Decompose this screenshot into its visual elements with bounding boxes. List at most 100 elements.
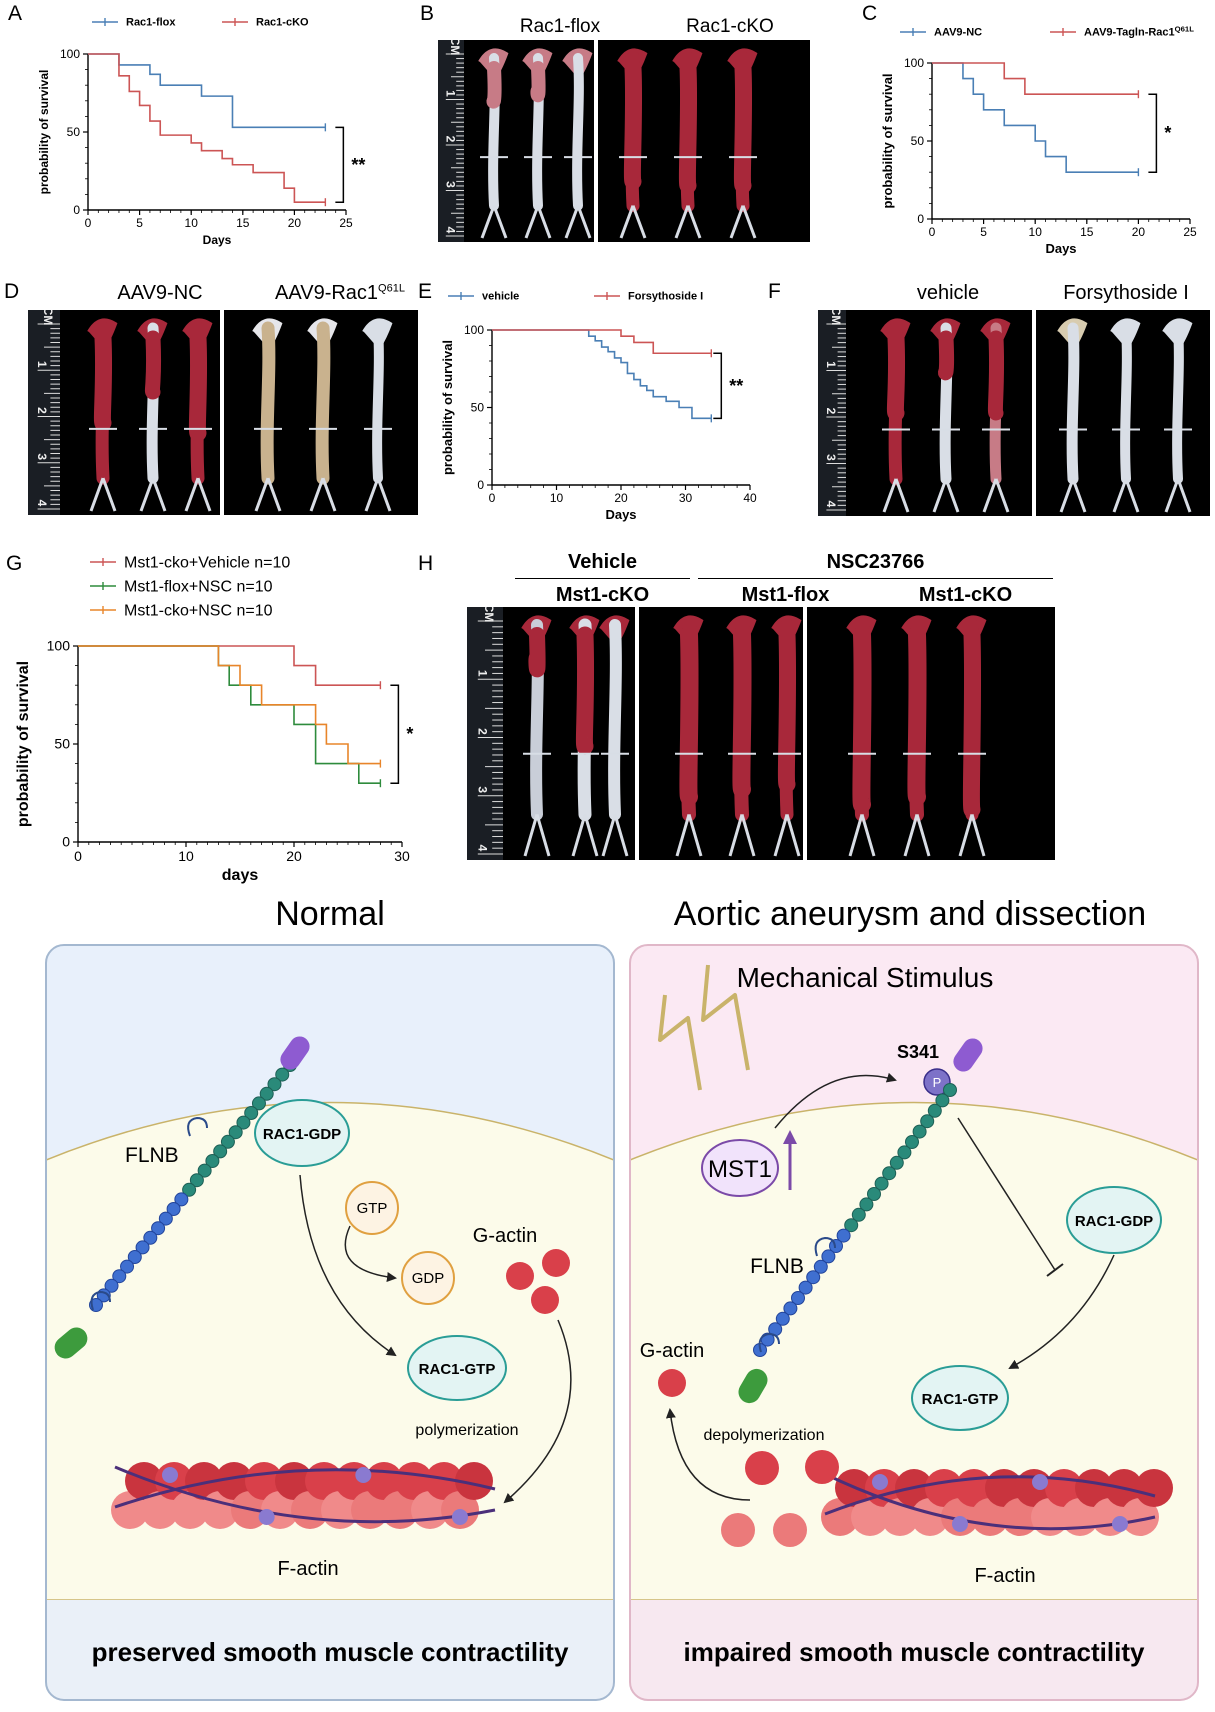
disease-panel-border xyxy=(629,944,1199,1701)
iliac-branches xyxy=(848,814,876,857)
legend-label-3: Mst1-cko+NSC n=10 xyxy=(124,602,273,619)
actin-subunit-dark xyxy=(925,1469,963,1507)
rac1-gdp-bubble-disease xyxy=(1066,1186,1162,1254)
site-label: S341 xyxy=(897,1042,939,1062)
caption-normal: preserved smooth muscle contractility xyxy=(92,1637,569,1667)
f-actin-label-normal: F-actin xyxy=(277,1558,338,1580)
filamin-repeat-teal xyxy=(244,1106,259,1120)
flnb-tail-domain xyxy=(54,1327,88,1359)
polymerization-arrow xyxy=(503,1319,572,1504)
ruler-number: 3 xyxy=(35,453,49,460)
actin-subunit-light xyxy=(851,1498,889,1536)
x-tick-label: 30 xyxy=(679,491,693,505)
released-actin xyxy=(721,1513,755,1547)
significance-bracket xyxy=(335,126,345,203)
flnb-label-disease: FLNB xyxy=(750,1255,804,1278)
actin-subunit-light xyxy=(911,1498,949,1536)
normal-panel-border xyxy=(45,944,615,1701)
iliac-branches xyxy=(184,477,212,512)
ruler-number: 3 xyxy=(824,454,838,461)
troponin-complex xyxy=(355,1467,372,1483)
aorta-lesion xyxy=(962,626,982,818)
actin-subunit-light xyxy=(141,1491,179,1529)
sub-title-h3: Mst1-cKO xyxy=(918,584,1013,606)
filamin-repeat-teal xyxy=(859,1197,874,1212)
x-axis-label: days xyxy=(222,867,259,884)
x-tick-label: 5 xyxy=(136,216,143,230)
y-tick-label: 0 xyxy=(917,212,924,226)
chart-g: 0 10 20 30 0 50 100 days probability of survival… xyxy=(15,554,413,884)
filamin-repeat-teal xyxy=(275,1067,290,1082)
filamin-repeat-blue xyxy=(104,1278,119,1293)
photo-divider xyxy=(635,607,639,860)
ruler-unit: CM xyxy=(448,40,462,55)
inhibition-bar xyxy=(1046,1263,1064,1277)
tropomyosin-strand xyxy=(824,1475,1156,1516)
legend-label-1: vehicle xyxy=(482,291,519,303)
x-tick-label: 15 xyxy=(236,216,250,230)
aorta-lesion xyxy=(575,626,595,755)
filamin-repeat-teal xyxy=(905,1135,919,1149)
aorta-lesion xyxy=(937,330,955,381)
filamin-repeat-blue xyxy=(836,1228,851,1243)
photo-divider xyxy=(594,40,598,242)
panel-letter-b: B xyxy=(420,2,435,25)
troponin-complex xyxy=(872,1474,888,1490)
significance-bracket xyxy=(713,352,723,420)
actin-subunit-dark xyxy=(185,1462,223,1500)
gtp-to-gdp-arrow xyxy=(344,1225,397,1282)
filamin-repeat-teal xyxy=(874,1176,889,1191)
panel-letter-c: C xyxy=(862,2,878,25)
released-actin xyxy=(805,1450,839,1484)
x-tick-label: 20 xyxy=(286,848,302,864)
filamin-repeat-blue xyxy=(174,1192,189,1207)
chart-c: 0 5 10 15 20 25 0 50 100 Days probability of survi… xyxy=(880,24,1197,256)
flnb-head-domain-disease xyxy=(953,1038,983,1072)
iliac-branches xyxy=(1059,478,1087,513)
x-tick-label: 0 xyxy=(489,491,496,505)
filamin-repeat-blue xyxy=(798,1280,813,1295)
actin-subunit-light xyxy=(171,1491,209,1529)
activation-arrow-disease xyxy=(1008,1254,1115,1369)
released-actin xyxy=(773,1513,807,1547)
aorta-lesion xyxy=(886,329,906,422)
filamin-repeat-teal xyxy=(236,1115,251,1130)
y-axis-label: probability of survival xyxy=(37,70,51,195)
filamin-repeat-teal xyxy=(189,1173,204,1188)
ruler-number: 3 xyxy=(476,786,490,793)
filamin-repeat-teal xyxy=(205,1154,220,1168)
aorta-lesion xyxy=(733,59,753,194)
iliac-branches xyxy=(729,205,757,239)
aorta-lesion xyxy=(852,626,872,814)
ruler-number: 3 xyxy=(443,181,457,188)
aorta-lesion xyxy=(777,626,797,793)
photo-title-f1: vehicle xyxy=(916,282,980,304)
chart-a: 0 5 10 15 20 25 0 50 100 Days probability of survi… xyxy=(37,17,365,247)
flnb-hinge xyxy=(90,1290,111,1311)
filamin-repeat-teal xyxy=(844,1218,859,1233)
panel-letter-e: E xyxy=(418,280,433,303)
legend-label-2: Mst1-flox+NSC n=10 xyxy=(124,578,273,595)
g-actin-monomer xyxy=(506,1262,534,1290)
ruler-number: 2 xyxy=(476,728,490,735)
x-axis-label: Days xyxy=(605,507,636,522)
y-tick-label: 100 xyxy=(60,47,80,61)
aorta-lesion xyxy=(188,329,208,442)
aorta-lesion xyxy=(530,61,546,103)
aorta-vessel xyxy=(608,619,622,821)
actin-subunit-dark xyxy=(395,1462,433,1500)
filamin-repeat-blue xyxy=(127,1250,142,1264)
iliac-branches xyxy=(309,477,337,512)
survival-curve-1 xyxy=(88,53,326,129)
x-tick-label: 5 xyxy=(980,225,987,239)
x-tick-label: 0 xyxy=(85,216,92,230)
legend-label-2: Forsythoside I xyxy=(628,291,703,303)
troponin-complex xyxy=(452,1509,468,1525)
legend-label-2: AAV9-Tagln-Rac1Q61L xyxy=(1084,24,1194,39)
sub-title-h1: Mst1-cKO xyxy=(555,584,650,606)
filamin-repeat-teal xyxy=(897,1145,912,1160)
filamin-repeat-teal xyxy=(197,1163,212,1178)
f-actin-label-disease: F-actin xyxy=(974,1565,1035,1587)
iliac-branches xyxy=(564,205,592,239)
legend-label-2: Rac1-cKO xyxy=(256,17,309,29)
